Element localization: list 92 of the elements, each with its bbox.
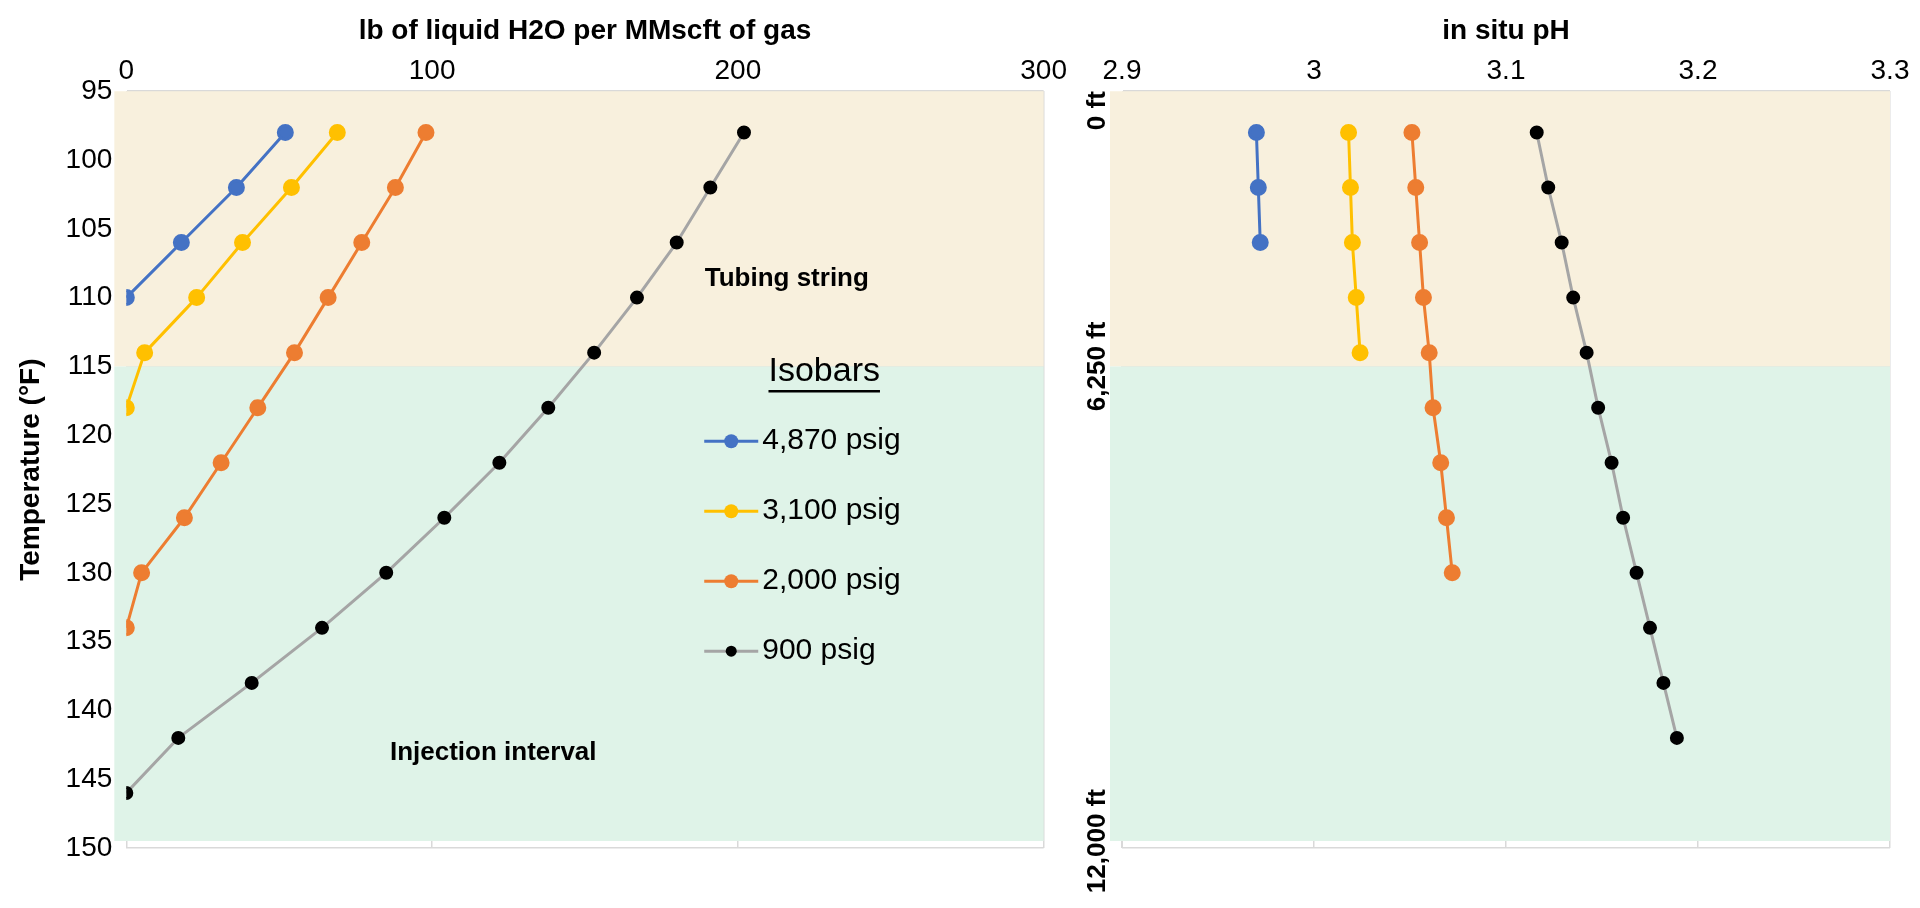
point — [492, 455, 507, 470]
point — [171, 730, 186, 745]
y-tick-label: 120 — [65, 417, 113, 449]
y-tick-label: 105 — [65, 211, 113, 243]
band-label: Injection interval — [389, 736, 597, 767]
point — [1420, 344, 1438, 362]
point — [1541, 180, 1556, 195]
text: 6,250 ft — [1081, 321, 1112, 412]
point — [1643, 620, 1657, 635]
point — [1411, 234, 1429, 252]
text: 0 ft — [1081, 90, 1112, 131]
band-label: Tubing string — [704, 261, 869, 292]
y-tick-label: 140 — [65, 693, 113, 725]
point — [136, 344, 154, 362]
y-tick-label: 125 — [65, 486, 113, 518]
x-tick-label: 0 — [118, 54, 135, 86]
point — [353, 234, 371, 252]
point — [1340, 123, 1358, 141]
point — [1414, 289, 1432, 307]
point — [1566, 290, 1581, 305]
point — [1579, 345, 1594, 360]
point — [1407, 179, 1425, 197]
point — [1249, 179, 1267, 197]
point — [669, 235, 684, 250]
point — [1424, 399, 1442, 417]
point — [1529, 125, 1544, 140]
point — [1251, 234, 1269, 252]
point — [172, 234, 190, 252]
point — [244, 675, 259, 690]
x-tick-label: 3.2 — [1678, 54, 1718, 86]
y-tick-label: 110 — [67, 280, 113, 312]
point — [175, 509, 193, 527]
y-tick-label: 100 — [65, 142, 113, 174]
point — [1247, 123, 1265, 141]
point — [629, 290, 644, 305]
x-axis-title: lb of liquid H2O per MMscft of gas — [358, 13, 812, 45]
point — [1604, 455, 1619, 470]
point — [1351, 344, 1369, 362]
x-tick-label: 3.1 — [1486, 54, 1526, 86]
point — [1443, 564, 1461, 582]
point — [1554, 235, 1569, 250]
point — [1437, 509, 1455, 527]
point — [1616, 510, 1631, 525]
y-tick-label: 95 — [81, 73, 113, 105]
x-tick-label: 2.9 — [1102, 54, 1142, 86]
point — [1629, 565, 1644, 580]
x-axis-title: in situ pH — [1442, 13, 1570, 45]
y-tick-label: 130 — [65, 555, 113, 587]
x-tick-label: 3.3 — [1870, 54, 1910, 86]
y-tick-label: 150 — [65, 830, 113, 862]
point — [1347, 289, 1365, 307]
x-tick-label: 100 — [408, 54, 456, 86]
text: 12,000 ft — [1081, 788, 1112, 894]
point — [1341, 179, 1359, 197]
legend-title: Isobars — [768, 349, 880, 388]
point — [282, 179, 300, 197]
point — [587, 345, 602, 360]
point — [541, 400, 556, 415]
x-tick-label: 200 — [714, 54, 762, 86]
point — [1432, 454, 1450, 472]
y-tick-label: 115 — [67, 349, 113, 381]
point — [285, 344, 303, 362]
x-tick-label: 300 — [1020, 54, 1067, 86]
point — [249, 399, 267, 417]
point — [234, 234, 252, 252]
point — [1591, 400, 1606, 415]
point — [276, 123, 294, 141]
point — [328, 123, 346, 141]
legend-label: 3,100 psig — [762, 492, 901, 526]
legend-label: 900 psig — [762, 632, 876, 666]
point — [212, 454, 230, 472]
y-tick-label: 145 — [65, 761, 113, 793]
point — [133, 564, 151, 582]
point — [386, 179, 404, 197]
point — [315, 620, 330, 635]
point — [703, 180, 718, 195]
point — [1656, 675, 1671, 690]
point — [437, 510, 452, 525]
x-tick-label: 3 — [1306, 54, 1322, 86]
y-axis-title: Temperature (°F) — [13, 358, 45, 581]
point — [188, 289, 206, 307]
point — [319, 289, 337, 307]
point — [1343, 234, 1361, 252]
y-tick-label: 135 — [65, 624, 113, 656]
point — [227, 179, 245, 197]
point — [736, 125, 751, 140]
point — [1403, 123, 1421, 141]
point — [379, 565, 394, 580]
point — [417, 123, 435, 141]
legend-label: 2,000 psig — [762, 562, 901, 596]
point — [1669, 730, 1684, 745]
legend-label: 4,870 psig — [762, 422, 901, 456]
